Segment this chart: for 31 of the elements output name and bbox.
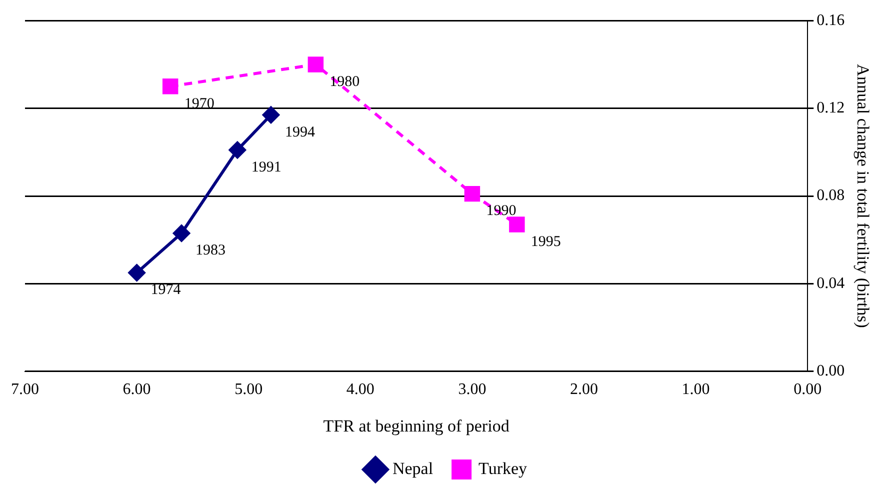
x-tick-label: 3.00 — [458, 381, 486, 398]
x-tick-label: 5.00 — [234, 381, 263, 398]
x-axis-title: TFR at beginning of period — [323, 416, 510, 436]
y-axis-title: Annual change in total fertility (births) — [853, 64, 872, 328]
annotation: 1980 — [330, 74, 360, 90]
point — [228, 141, 246, 158]
annotation: 1983 — [196, 242, 226, 259]
x-tick-label: 4.00 — [346, 381, 374, 398]
annotation: 1991 — [251, 159, 282, 176]
x-tick-label: 7.00 — [11, 381, 39, 398]
point — [162, 78, 178, 94]
point — [509, 216, 525, 232]
point — [128, 264, 146, 282]
point — [262, 106, 280, 124]
point — [464, 186, 480, 202]
x-tick-label: 6.00 — [122, 381, 151, 398]
legend-label: Turkey — [478, 458, 528, 478]
annotation: 1990 — [486, 203, 516, 220]
y-tick-label: 0.16 — [816, 12, 845, 29]
x-tick-label: 2.00 — [570, 381, 598, 398]
legend-label: Nepal — [392, 458, 434, 478]
x-tick-label: 1.00 — [682, 381, 710, 398]
annotation: 1995 — [530, 234, 561, 250]
point — [173, 224, 190, 242]
y-tick-label: 0.04 — [816, 274, 845, 292]
point — [308, 56, 324, 72]
y-tick-label: 0.00 — [816, 362, 845, 380]
y-tick-label: 0.12 — [816, 100, 845, 117]
x-tick-label: 0.00 — [794, 381, 822, 398]
annotation: 1994 — [284, 124, 316, 140]
y-tick-label: 0.08 — [816, 187, 845, 204]
